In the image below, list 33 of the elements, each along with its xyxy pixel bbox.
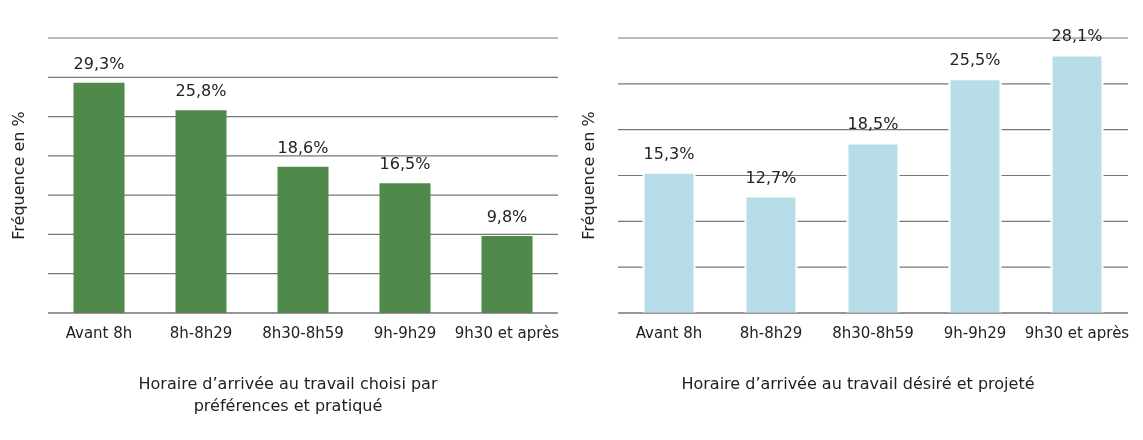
data-label: 18,6% (277, 137, 329, 157)
bar (379, 183, 431, 313)
x-tick-label: 9h-9h29 (373, 323, 437, 342)
bar (744, 195, 798, 313)
y-axis-title: Fréquence en % (578, 111, 598, 240)
y-axis-title: Fréquence en % (8, 111, 28, 240)
bar (175, 110, 227, 313)
x-tick-label: Avant 8h (635, 323, 703, 342)
bar (846, 142, 900, 313)
bar (73, 82, 125, 313)
x-tick-label: 9h-9h29 (943, 323, 1007, 342)
bar (277, 166, 329, 313)
x-axis-title: Horaire d’arrivée au travail choisi par préférences et pratiqué (137, 373, 439, 417)
data-label: 16,5% (379, 154, 431, 174)
data-label: 29,3% (73, 53, 125, 73)
x-tick-label: Avant 8h (65, 323, 133, 342)
data-label: 9,8% (486, 207, 528, 226)
x-axis-title: Horaire d’arrivée au travail désiré et projeté (680, 373, 1036, 395)
x-tick-label: 9h30 et après (454, 323, 560, 342)
x-tick-label: 8h-8h29 (169, 323, 233, 342)
x-tick-label: 9h30 et après (1024, 323, 1130, 342)
data-label: 15,3% (643, 143, 695, 163)
data-label: 28,1% (1051, 26, 1103, 46)
data-label: 25,8% (175, 81, 227, 101)
x-tick-label: 8h-8h29 (739, 323, 803, 342)
bar (948, 78, 1002, 313)
data-label: 18,5% (847, 114, 899, 134)
data-label: 25,5% (949, 50, 1001, 70)
x-tick-label: 8h30-8h59 (832, 323, 914, 342)
bar (642, 171, 696, 313)
x-tick-label: 8h30-8h59 (262, 323, 344, 342)
bar (1050, 54, 1104, 313)
bar (481, 236, 533, 313)
